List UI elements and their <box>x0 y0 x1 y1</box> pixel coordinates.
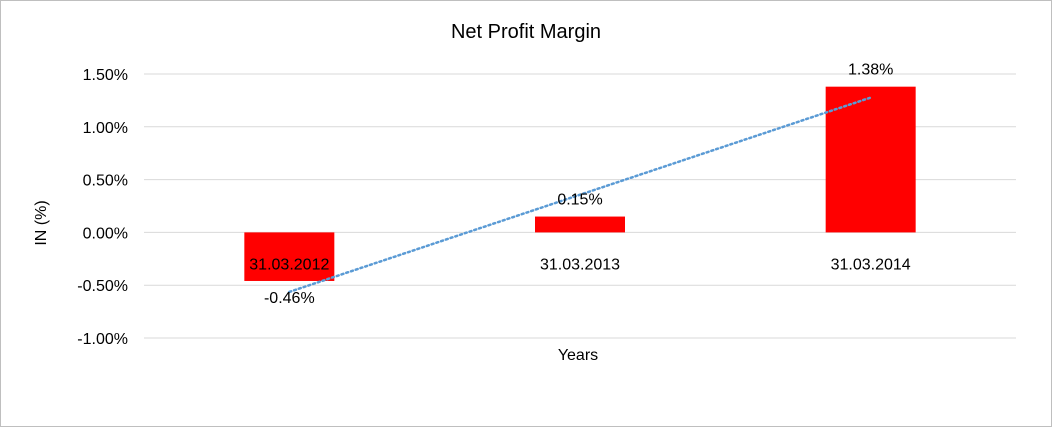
data-label: 0.15% <box>557 192 602 209</box>
y-tick-label: 0.00% <box>83 225 128 242</box>
bars <box>244 86 916 281</box>
y-tick-label: 0.50% <box>83 173 128 190</box>
category-labels: 31.03.2012 31.03.2013 31.03.2014 <box>249 256 911 273</box>
data-labels: -0.46% 0.15% 1.38% <box>264 62 893 307</box>
trendline <box>288 96 872 294</box>
y-axis-label: IN (%) <box>33 200 50 245</box>
bar <box>825 86 916 233</box>
data-label: 1.38% <box>848 62 893 79</box>
chart-title: Net Profit Margin <box>451 21 601 43</box>
data-label: -0.46% <box>264 290 315 307</box>
trendline-line <box>288 96 872 294</box>
y-tick-label: -1.00% <box>77 331 128 348</box>
category-label: 31.03.2012 <box>249 256 329 273</box>
bar <box>535 216 625 233</box>
category-label: 31.03.2014 <box>831 256 911 273</box>
x-axis-label: Years <box>558 347 598 364</box>
category-label: 31.03.2013 <box>540 256 620 273</box>
y-tick-label: 1.50% <box>83 67 128 84</box>
y-tick-labels: 1.50% 1.00% 0.50% 0.00% -0.50% -1.00% <box>77 67 128 348</box>
y-tick-label: -0.50% <box>77 278 128 295</box>
y-tick-label: 1.00% <box>83 120 128 137</box>
bar <box>244 232 335 281</box>
